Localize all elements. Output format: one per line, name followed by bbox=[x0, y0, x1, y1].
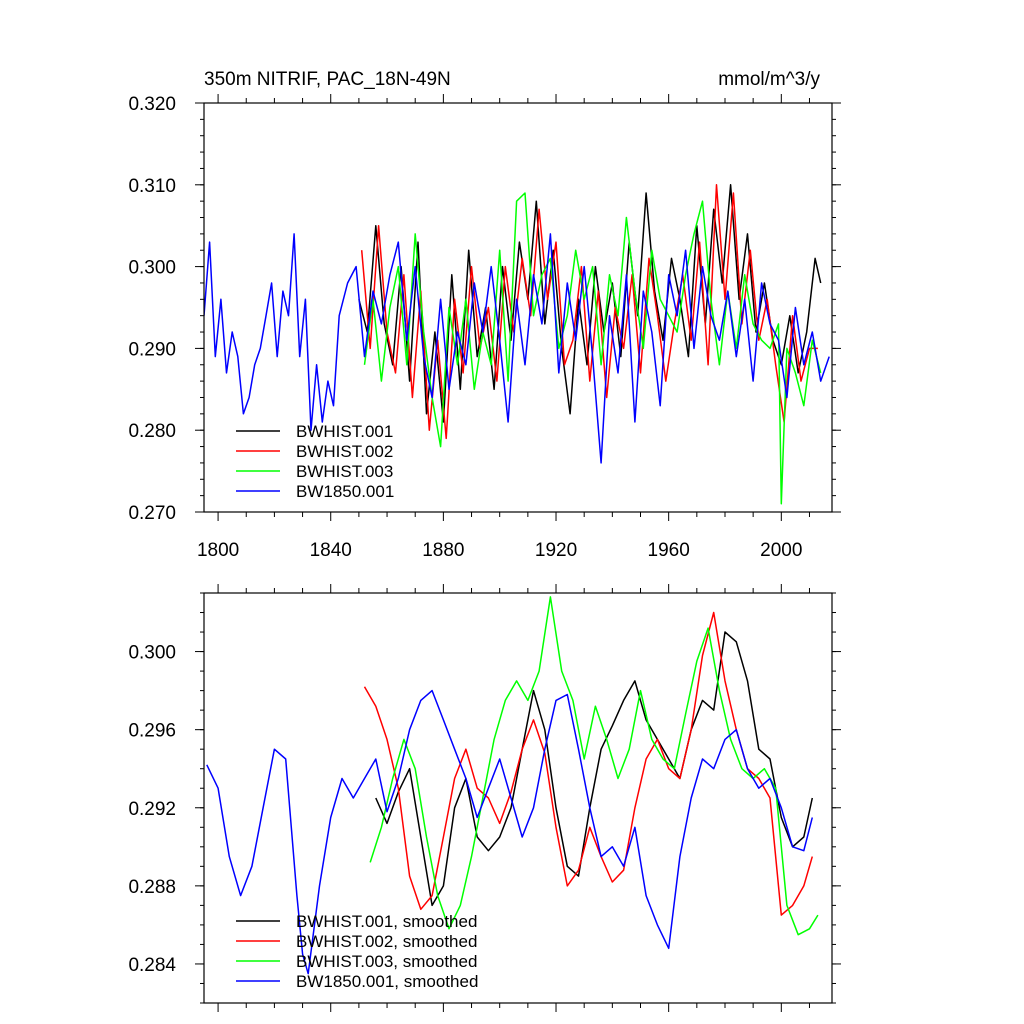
legend-label: BWHIST.001 bbox=[296, 422, 393, 441]
series-line-bwhist-003-smoothed bbox=[369, 596, 819, 936]
y-tick-label: 0.292 bbox=[128, 799, 176, 820]
series-line-bwhist-002 bbox=[360, 184, 818, 440]
y-tick-label: 0.320 bbox=[128, 94, 176, 115]
top-panel: 0.270 0.280 0.290 0.300 0.310 0.320 1800 1840 18… bbox=[128, 69, 841, 561]
legend-label: BWHIST.001, smoothed bbox=[296, 912, 477, 931]
x-tick-label: 1920 bbox=[535, 540, 577, 561]
plot-frame bbox=[203, 592, 833, 1004]
y-tick-label: 0.284 bbox=[128, 955, 176, 976]
chart-title: 350m NITRIF, PAC_18N-49N bbox=[204, 69, 451, 90]
legend-label: BWHIST.003, smoothed bbox=[296, 952, 477, 971]
series-group bbox=[204, 184, 830, 505]
y-tick-label: 0.290 bbox=[128, 339, 176, 360]
plot-frame bbox=[203, 102, 833, 513]
series-line-bwhist-001-smoothed bbox=[375, 631, 814, 907]
y-tick-label: 0.296 bbox=[128, 721, 176, 742]
legend-label: BWHIST.003 bbox=[296, 462, 393, 481]
y-tick-label: 0.288 bbox=[128, 877, 176, 898]
bottom-panel: 0.284 0.288 0.292 0.296 0.300 BWHIST.001, smo… bbox=[128, 584, 841, 1012]
series-line-bw1850-001-smoothed bbox=[206, 689, 814, 975]
x-tick-label: 1800 bbox=[197, 540, 239, 561]
y-tick-label: 0.310 bbox=[128, 176, 176, 197]
legend-label: BW1850.001 bbox=[296, 482, 394, 501]
legend-label: BWHIST.002 bbox=[296, 442, 393, 461]
legend-label: BWHIST.002, smoothed bbox=[296, 932, 477, 951]
series-line-bwhist-003 bbox=[363, 192, 822, 505]
series-line-bwhist-001 bbox=[358, 184, 822, 423]
x-tick-label: 1960 bbox=[648, 540, 690, 561]
units-label: mmol/m^3/y bbox=[718, 69, 820, 90]
x-tick-label: 2000 bbox=[760, 540, 802, 561]
y-tick-label: 0.280 bbox=[128, 421, 176, 442]
series-line-bw1850-001 bbox=[204, 233, 830, 464]
y-tick-label: 0.300 bbox=[128, 643, 176, 664]
x-tick-label: 1840 bbox=[310, 540, 352, 561]
series-line-bwhist-002-smoothed bbox=[363, 611, 814, 916]
x-tick-label: 1880 bbox=[422, 540, 464, 561]
series-group bbox=[206, 596, 819, 975]
y-tick-label: 0.270 bbox=[128, 503, 176, 524]
y-tick-label: 0.300 bbox=[128, 258, 176, 279]
legend-label: BW1850.001, smoothed bbox=[296, 972, 478, 991]
